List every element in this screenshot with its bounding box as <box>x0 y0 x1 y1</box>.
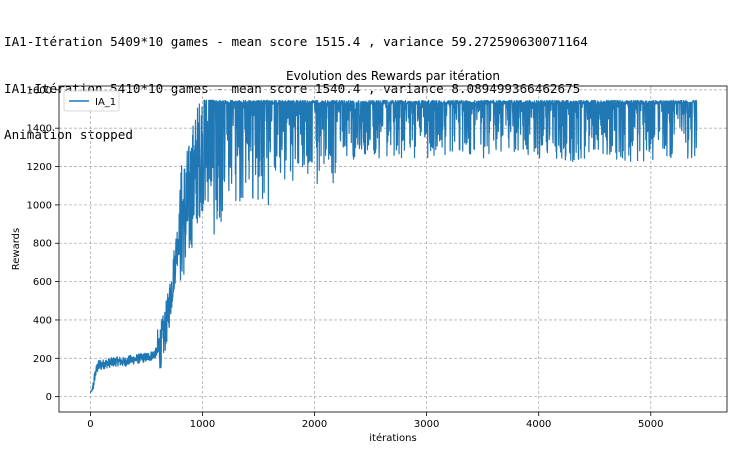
x-tick-label: 2000 <box>302 419 327 430</box>
y-tick-label: 1400 <box>27 124 52 135</box>
x-tick-label: 3000 <box>414 419 439 430</box>
y-tick-label: 600 <box>33 277 52 288</box>
y-tick-label: 800 <box>33 239 52 250</box>
plot-frame <box>58 85 728 413</box>
chart-title: Evolution des Rewards par itération <box>286 69 500 83</box>
y-tick-label: 1200 <box>27 162 52 173</box>
y-tick-label: 0 <box>46 392 52 403</box>
y-tick-label: 1600 <box>27 85 52 96</box>
legend-label-ia-1: IA_1 <box>95 97 116 108</box>
console-line: Animation stopped <box>4 127 133 142</box>
legend-box <box>63 90 120 112</box>
x-tick-label: 4000 <box>526 419 551 430</box>
console-line: IA1-Itération 5409*10 games - mean score… <box>4 34 588 49</box>
plot-area <box>89 99 698 394</box>
console-output: IA1-Itération 5409*10 games - mean score… <box>4 3 588 158</box>
axis-ticks: 0 1000 2000 3000 4000 5000 0 200 400 600 800 1000 12… <box>27 85 664 430</box>
y-axis-label: Rewards <box>11 228 22 270</box>
legend: IA_1 <box>63 90 120 112</box>
y-tick-label: 400 <box>33 315 52 326</box>
series-line-ia-1 <box>89 99 698 394</box>
x-tick-label: 0 <box>87 419 93 430</box>
grid <box>59 86 727 412</box>
console-line: IA1-Itération 5410*10 games - mean score… <box>4 80 581 96</box>
x-tick-label: 1000 <box>190 419 215 430</box>
x-tick-label: 5000 <box>638 419 663 430</box>
y-tick-label: 200 <box>33 354 52 365</box>
x-axis-label: itérations <box>369 432 416 444</box>
y-tick-label: 1000 <box>27 200 52 211</box>
